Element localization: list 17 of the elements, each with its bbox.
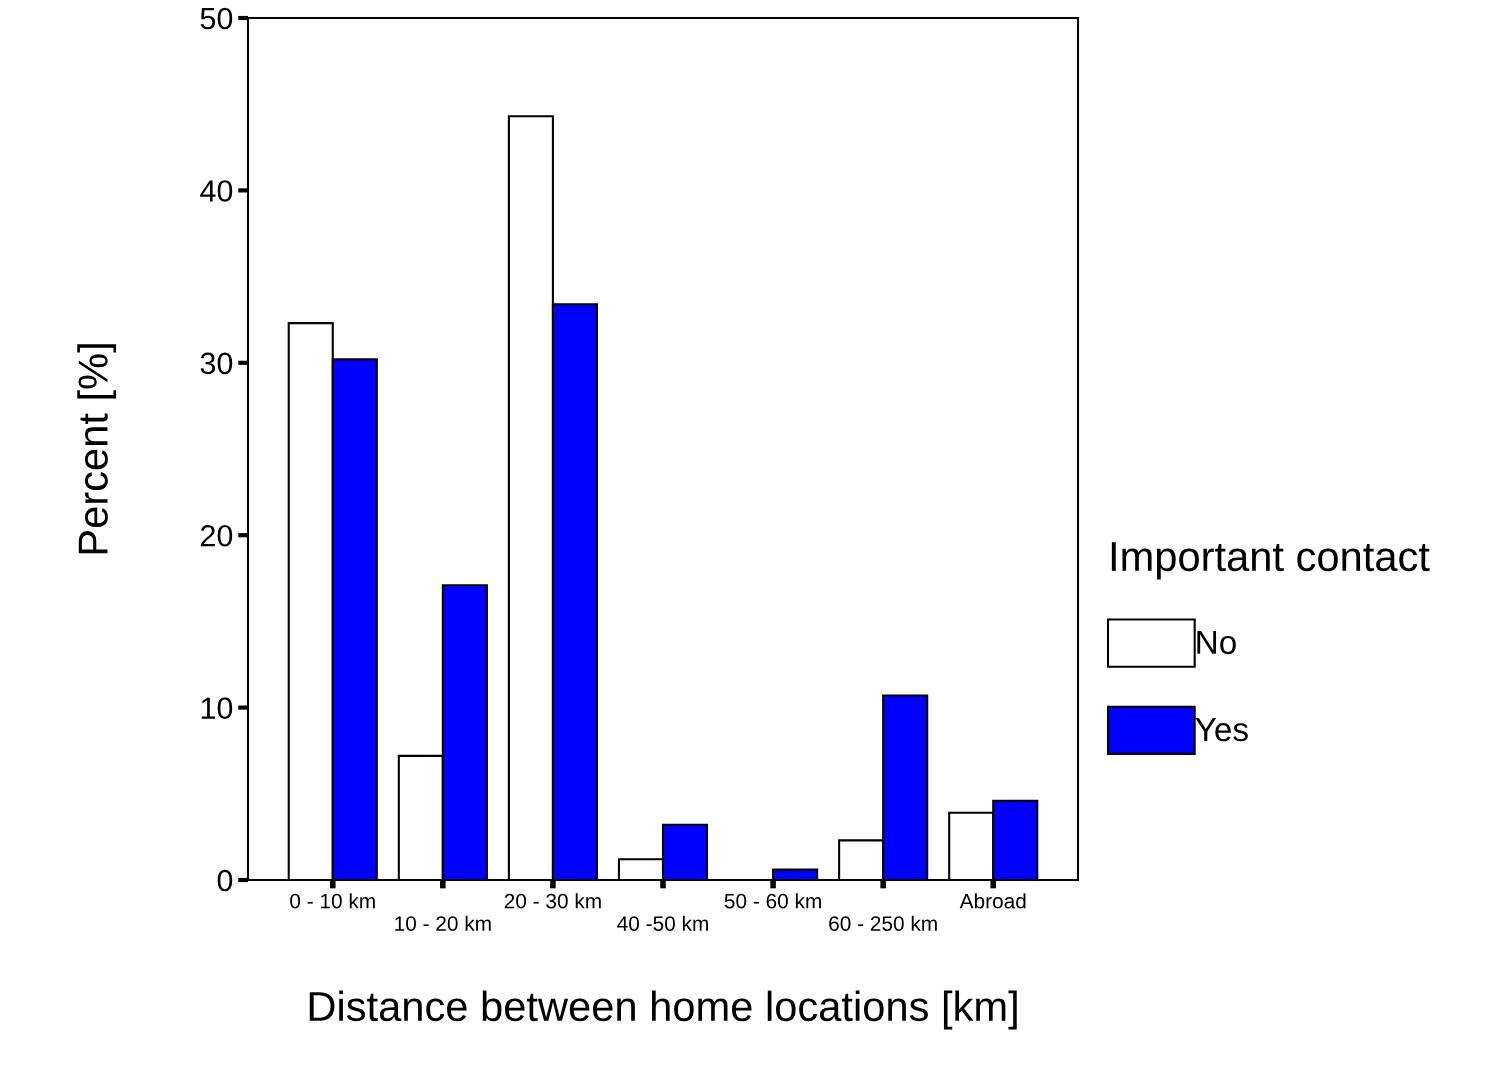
y-tick-label: 50 bbox=[200, 7, 233, 30]
x-tick-label: Abroad bbox=[959, 893, 1026, 909]
x-axis-title: Distance between home locations [km] bbox=[309, 990, 1017, 1030]
y-tick-label: 10 bbox=[201, 697, 233, 719]
x-tick-label: 60 - 250 km bbox=[829, 915, 937, 931]
x-tick-label: 40 -50 km bbox=[617, 915, 708, 931]
x-tick-label: 0 - 10 km bbox=[290, 893, 375, 909]
legend-label: No bbox=[1197, 630, 1236, 655]
y-tick-label: 30 bbox=[200, 352, 233, 375]
x-tick-label: 20 - 30 km bbox=[504, 893, 601, 909]
x-tick-label: 50 - 60 km bbox=[724, 893, 821, 909]
y-axis-title: Percent [%] bbox=[77, 344, 117, 554]
y-tick-label: 20 bbox=[200, 524, 233, 547]
legend-title: Important contact bbox=[1111, 542, 1430, 580]
y-tick-label: 0 bbox=[217, 869, 233, 892]
y-tick-label: 40 bbox=[200, 180, 233, 202]
x-tick-label: 10 - 20 km bbox=[395, 915, 491, 931]
